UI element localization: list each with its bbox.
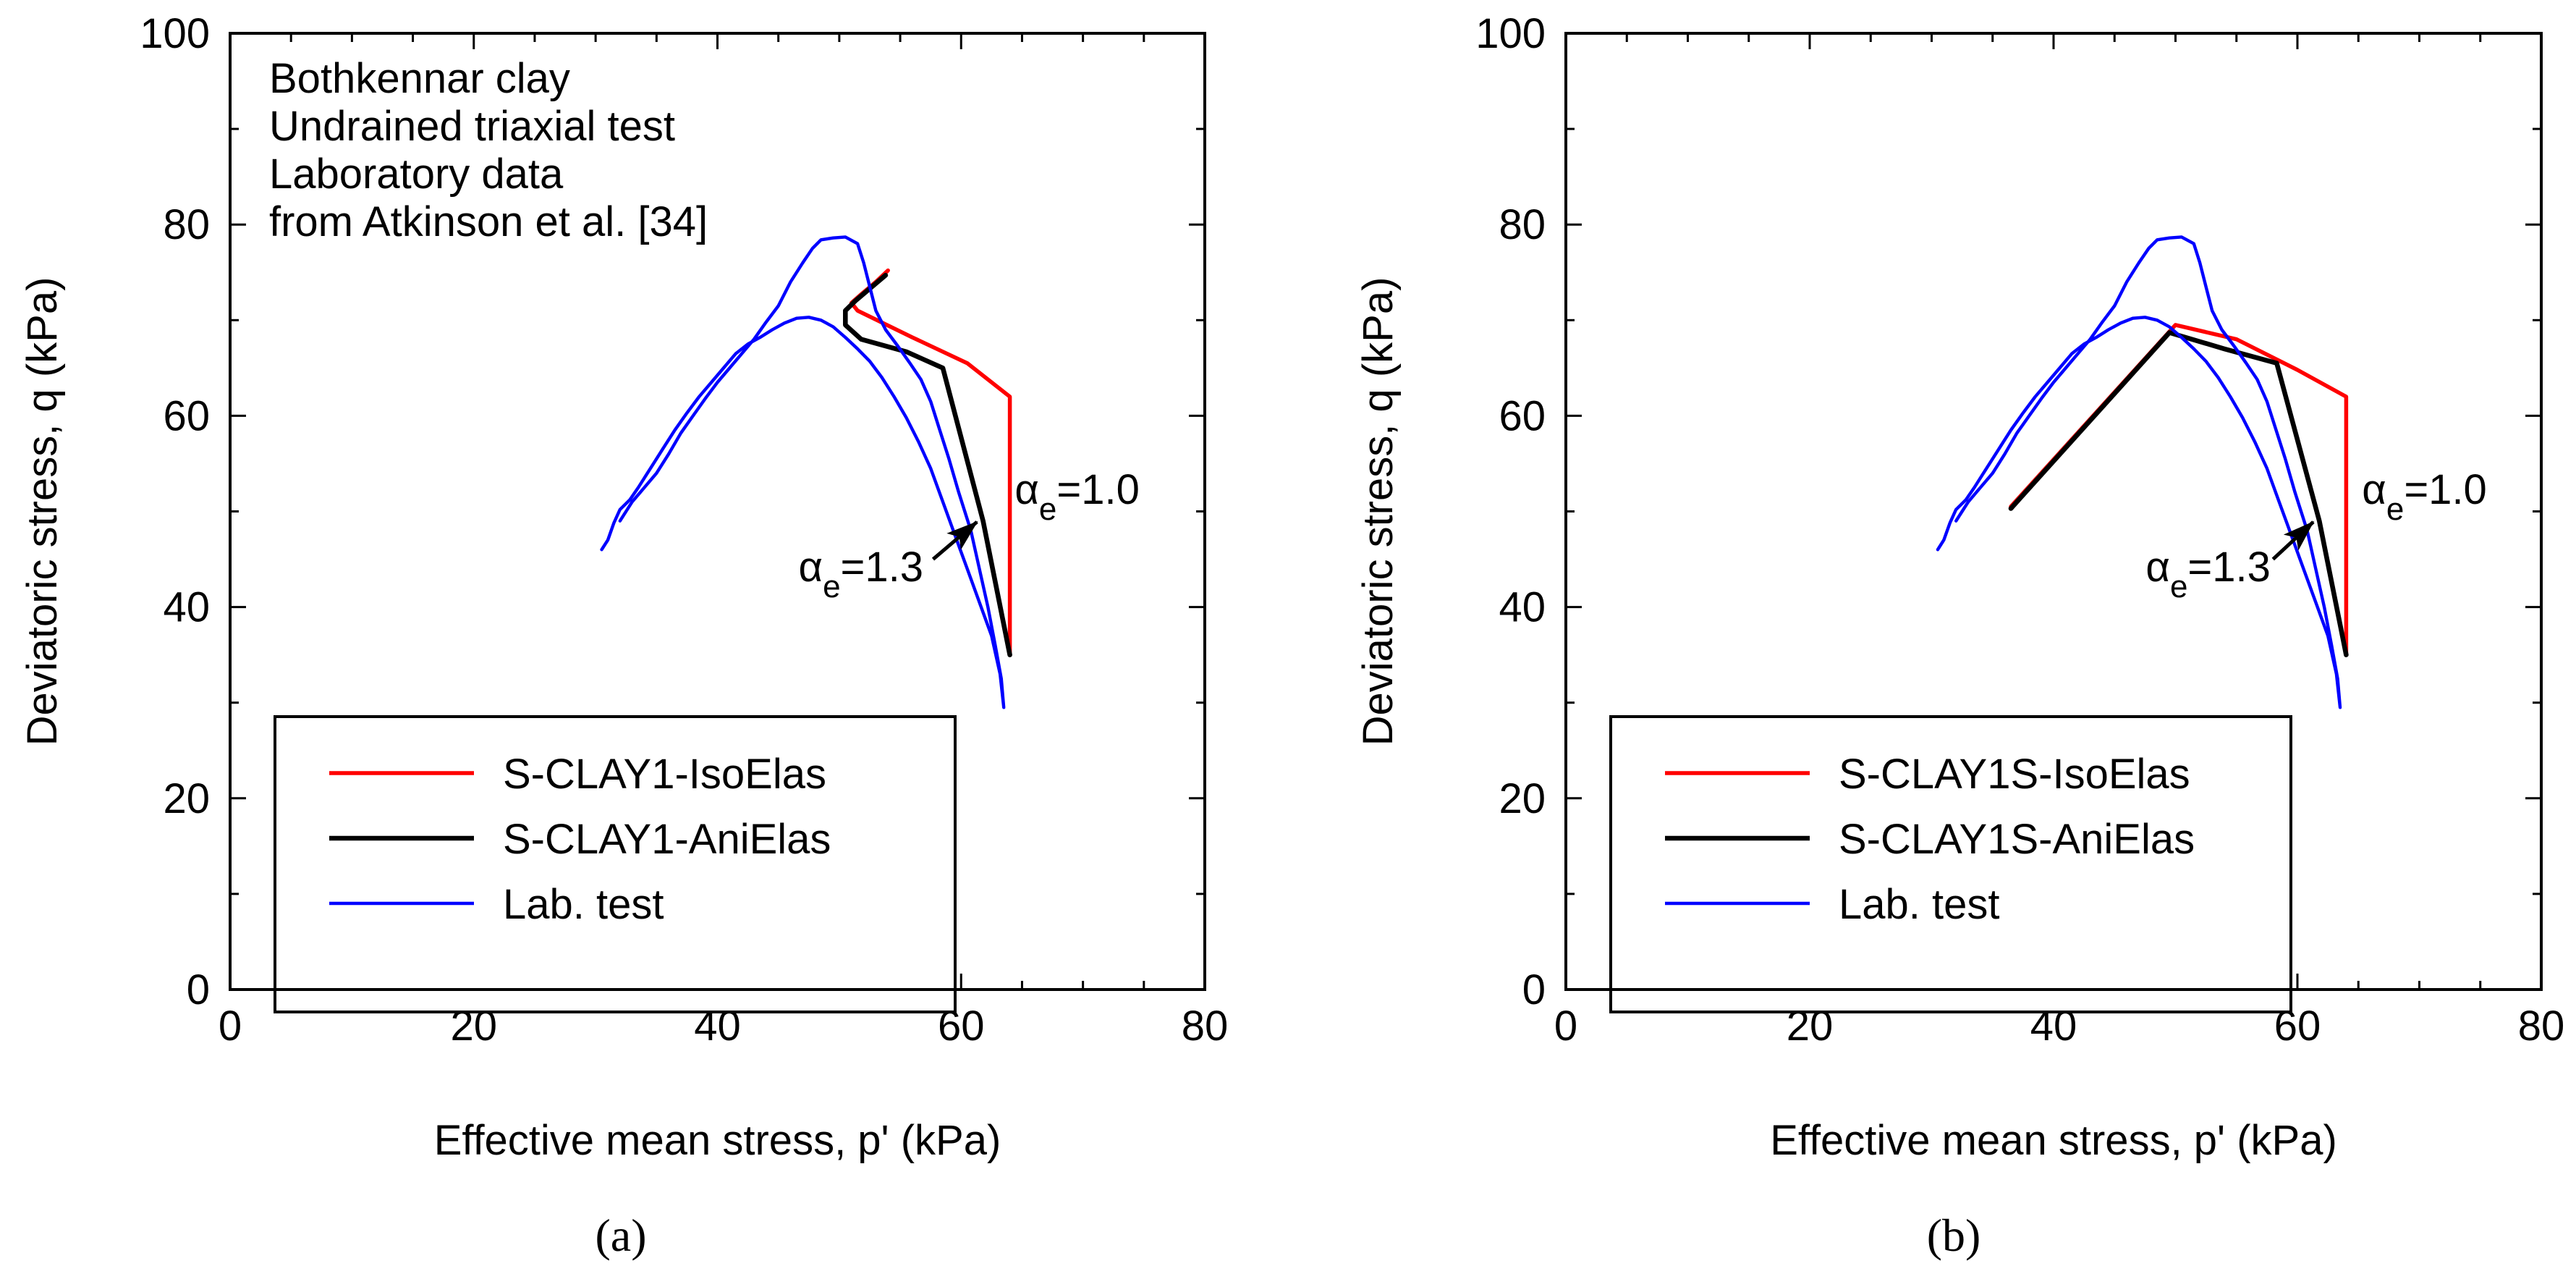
y-tick-label: 20 bbox=[1499, 775, 1546, 822]
series-line-lab-test bbox=[1936, 235, 2342, 709]
x-axis-title: Effective mean stress, p' (kPa) bbox=[1770, 1117, 2337, 1164]
y-tick-label: 40 bbox=[163, 584, 210, 631]
alpha-annotation: αe=1.0 bbox=[2362, 466, 2487, 527]
legend: S-CLAY1-IsoElas S-CLAY1-AniElas Lab. test bbox=[274, 715, 957, 1013]
alpha-subscript: e bbox=[2386, 492, 2404, 527]
info-text-line: Laboratory data bbox=[269, 151, 564, 198]
legend-label: S-CLAY1S-IsoElas bbox=[1839, 751, 2190, 798]
alpha-subscript: e bbox=[1039, 492, 1056, 527]
annotation-arrow bbox=[2271, 520, 2315, 561]
info-text-line: Bothkennar clay bbox=[269, 55, 570, 102]
legend-label: S-CLAY1-IsoElas bbox=[503, 751, 826, 798]
panel-label: (b) bbox=[1927, 1210, 1981, 1261]
legend: S-CLAY1S-IsoElas S-CLAY1S-AniElas Lab. tes… bbox=[1609, 715, 2292, 1013]
y-axis-title: Deviatoric stress, q (kPa) bbox=[1355, 277, 1402, 746]
y-tick-label: 60 bbox=[163, 392, 210, 439]
y-axis-title: Deviatoric stress, q (kPa) bbox=[19, 277, 66, 746]
alpha-annotation: αe=1.3 bbox=[799, 544, 924, 604]
plot-frame bbox=[1564, 32, 2543, 991]
legend-label: Lab. test bbox=[1839, 881, 1999, 928]
plot-frame bbox=[229, 32, 1206, 991]
alpha-subscript: e bbox=[2170, 569, 2187, 604]
alpha-value: =1.0 bbox=[2404, 466, 2487, 513]
y-tick-label: 80 bbox=[163, 201, 210, 248]
alpha-value: =1.0 bbox=[1056, 466, 1140, 513]
info-text-line: from Atkinson et al. [34] bbox=[269, 198, 708, 245]
x-tick-label: 0 bbox=[1554, 1003, 1577, 1050]
x-tick-label: 80 bbox=[2518, 1003, 2565, 1050]
y-tick-label: 60 bbox=[1499, 392, 1546, 439]
y-tick-label: 0 bbox=[187, 966, 210, 1013]
legend-label: S-CLAY1-AniElas bbox=[503, 816, 831, 863]
x-axis-title: Effective mean stress, p' (kPa) bbox=[434, 1117, 1001, 1164]
alpha-value: =1.3 bbox=[2187, 544, 2271, 591]
alpha-symbol: α bbox=[2145, 544, 2170, 591]
x-tick-label: 80 bbox=[1182, 1003, 1229, 1050]
legend-label: S-CLAY1S-AniElas bbox=[1839, 816, 2195, 863]
alpha-subscript: e bbox=[823, 569, 840, 604]
series-line-s-clay1s-anielas bbox=[2008, 330, 2349, 658]
y-tick-label: 100 bbox=[1475, 10, 1546, 57]
info-text-line: Undrained triaxial test bbox=[269, 103, 675, 150]
panel-label: (a) bbox=[595, 1210, 646, 1261]
alpha-symbol: α bbox=[1014, 466, 1039, 513]
alpha-annotation: αe=1.0 bbox=[1014, 466, 1140, 527]
series-line-lab-test bbox=[600, 235, 1006, 709]
annotation-arrow bbox=[931, 520, 978, 561]
legend-box bbox=[1609, 715, 2292, 1013]
series-line-s-clay1-anielas bbox=[843, 272, 1012, 658]
y-tick-label: 40 bbox=[1499, 584, 1546, 631]
y-tick-label: 80 bbox=[1499, 201, 1546, 248]
legend-label: Lab. test bbox=[503, 881, 664, 928]
y-tick-label: 20 bbox=[163, 775, 210, 822]
y-tick-label: 0 bbox=[1522, 966, 1546, 1013]
alpha-value: =1.3 bbox=[841, 544, 924, 591]
alpha-symbol: α bbox=[2362, 466, 2386, 513]
legend-box bbox=[274, 715, 957, 1013]
y-tick-label: 100 bbox=[140, 10, 210, 57]
alpha-symbol: α bbox=[799, 544, 823, 591]
x-tick-label: 0 bbox=[219, 1003, 242, 1050]
alpha-annotation: αe=1.3 bbox=[2145, 544, 2271, 604]
